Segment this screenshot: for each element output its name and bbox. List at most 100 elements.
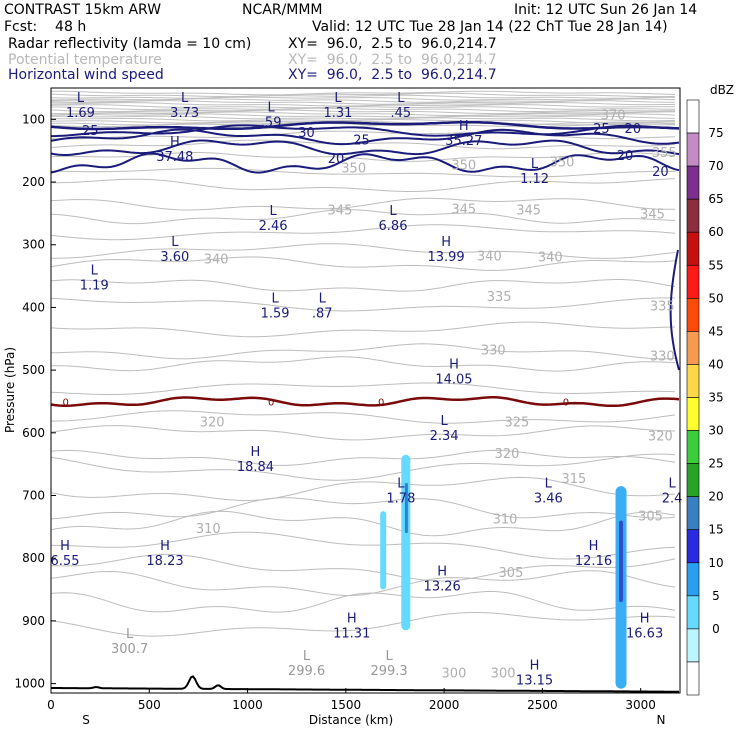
- high-marker: H: [459, 119, 469, 134]
- theta-label: 300: [491, 666, 516, 681]
- theta-contour-line: [50, 343, 676, 360]
- high-marker: H: [160, 539, 170, 554]
- x-axis-title: Distance (km): [309, 713, 393, 727]
- center-name: NCAR/MMM: [242, 2, 323, 18]
- theta-contour-line: [50, 122, 676, 128]
- theta-label: 335: [487, 290, 512, 305]
- low-marker: L: [181, 91, 189, 106]
- theta-contour-line: [51, 531, 676, 560]
- theta-contour-line: [50, 382, 676, 395]
- y-tick-label: 600: [22, 426, 45, 440]
- theta-contour-line: [50, 590, 676, 613]
- high-value: 14.05: [435, 372, 472, 387]
- y-tick-label: 900: [22, 614, 45, 628]
- low-value: 1.59: [261, 307, 290, 322]
- theta-contour-line: [50, 279, 676, 292]
- low-marker: L: [531, 157, 539, 172]
- colorbar-swatch: [686, 463, 700, 497]
- theta-contour-line: [50, 497, 676, 520]
- theta-contour-line: [50, 510, 676, 537]
- high-value: 16.63: [626, 626, 663, 641]
- axes: 0 500 1000 1500 2000 2500 30001002003004005006…: [3, 112, 665, 727]
- wind-label: 25: [82, 124, 99, 139]
- theta-contours: [50, 90, 676, 637]
- theta-label: 320: [200, 416, 225, 431]
- theta-contour-line: [50, 453, 676, 481]
- theta-contour-line: [51, 115, 676, 120]
- high-value: 18.84: [237, 460, 274, 475]
- wind-label: 30: [298, 126, 315, 141]
- contour-labels: 370 355 350 350 350 345 345 345 345 340 340 340 335 3…: [51, 91, 683, 688]
- low-marker: L: [545, 477, 553, 492]
- colorbar-label: 5: [712, 589, 720, 603]
- colorbar-swatch: [686, 628, 700, 663]
- high-value: 13.15: [516, 673, 553, 688]
- radar-echo: [619, 520, 624, 603]
- high-value: 6.55: [51, 554, 80, 569]
- low-value: 1.19: [80, 278, 109, 293]
- theta-contour-line: [50, 113, 676, 118]
- freezing-level-label: 0: [63, 397, 69, 408]
- theta-contour-line: [50, 90, 676, 96]
- x-tick-label: 3000: [625, 698, 656, 712]
- theta-label: 345: [516, 204, 541, 219]
- low-marker: L: [385, 649, 393, 664]
- radar-echo: [401, 454, 411, 631]
- low-marker: L: [319, 292, 327, 307]
- field-reflectivity-name: Radar reflectivity (lamda = 10 cm): [8, 36, 252, 52]
- theta-label: 355: [652, 146, 677, 161]
- theta-contour-line: [50, 92, 676, 98]
- theta-contour-line: [51, 243, 676, 259]
- theta-label: 300: [442, 666, 467, 681]
- freezing-level-line: [50, 396, 680, 408]
- colorbar-label: 20: [708, 490, 723, 504]
- field-wind-xy: XY= 96.0, 2.5 to 96.0,214.7: [288, 67, 497, 83]
- colorbar-label: 45: [708, 324, 723, 338]
- theta-label: 340: [538, 251, 563, 266]
- colorbar-label: 40: [708, 357, 723, 371]
- freezing-level: 0 0 0 0: [50, 396, 680, 408]
- low-value: 2.34: [430, 429, 459, 444]
- colorbar-swatch: [686, 595, 700, 630]
- radar-echo: [380, 511, 387, 590]
- theta-contour-line: [50, 96, 676, 101]
- field-theta-xy: XY= 96.0, 2.5 to 96.0,214.7: [288, 52, 497, 68]
- low-marker: L: [303, 649, 311, 664]
- colorbar-swatch: [686, 562, 700, 597]
- theta-label: 350: [341, 162, 366, 177]
- theta-label: 320: [495, 447, 520, 462]
- colorbar-swatch: [686, 496, 700, 531]
- wind-contour-line: [50, 128, 680, 146]
- terrain-line: [51, 675, 679, 693]
- high-value: 12.16: [575, 554, 612, 569]
- high-marker: H: [530, 658, 540, 673]
- colorbar-label: 55: [708, 258, 723, 272]
- wind-label: 20: [625, 122, 642, 137]
- field-wind-name: Horizontal wind speed: [8, 67, 164, 83]
- low-value: .87: [312, 307, 333, 322]
- colorbar-swatch: [686, 661, 700, 696]
- y-tick-label: 800: [22, 551, 45, 565]
- y-tick-label: 100: [22, 112, 45, 126]
- wind-contours: [50, 120, 680, 371]
- theta-contour-line: [50, 209, 676, 225]
- high-marker: H: [437, 564, 447, 579]
- colorbar-unit: dBZ: [710, 83, 734, 97]
- theta-label: 330: [481, 343, 506, 358]
- theta-contour-line: [50, 167, 676, 178]
- freezing-level-label: 0: [268, 397, 274, 408]
- low-marker: L: [91, 263, 99, 278]
- high-value: 13.26: [424, 579, 461, 594]
- wind-contour-line: [669, 249, 680, 371]
- theta-contour-line: [50, 107, 676, 113]
- theta-label: 340: [477, 249, 502, 264]
- colorbar-label: 0: [712, 622, 720, 636]
- theta-contour-line: [50, 321, 676, 338]
- theta-label: 310: [493, 513, 518, 528]
- wind-label: 20: [652, 165, 669, 180]
- high-marker: H: [640, 611, 650, 626]
- x-tick-label: 500: [138, 698, 161, 712]
- freezing-level-label: 0: [378, 397, 384, 408]
- high-value: 18.23: [146, 554, 183, 569]
- theta-contour-line: [50, 297, 676, 312]
